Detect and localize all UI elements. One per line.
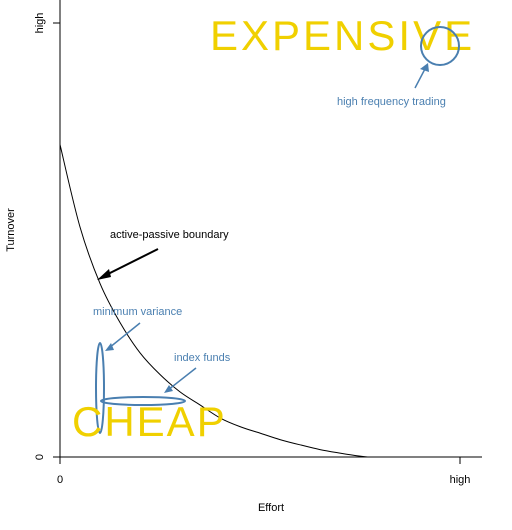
minimum-variance-ellipse [95, 342, 105, 434]
index-funds-arrow [167, 367, 197, 391]
boundary-curve [59, 144, 369, 458]
index-funds-label: index funds [174, 352, 231, 364]
high-frequency-trading-arrowhead [420, 63, 429, 72]
minimum-variance-arrow [108, 322, 141, 349]
expensive-label: EXPENSIVE [210, 12, 475, 59]
minimum-variance-arrowhead [105, 343, 114, 351]
y-tick-label-zero: 0 [34, 454, 46, 460]
minimum-variance-label: minimum variance [93, 306, 182, 318]
index-funds-arrowhead [164, 385, 173, 393]
x-tick-label-zero: 0 [57, 474, 63, 486]
active-passive-boundary-arrow [103, 248, 159, 277]
high-frequency-trading-label: high frequency trading [337, 96, 446, 108]
active-passive-boundary-label: active-passive boundary [110, 229, 229, 241]
high-frequency-trading-circle [420, 26, 460, 66]
index-funds-ellipse [100, 396, 186, 406]
high-frequency-trading-arrow [414, 66, 427, 89]
y-tick-label-high: high [34, 13, 46, 34]
x-axis-title: Effort [258, 502, 284, 514]
cheap-label: CHEAP [72, 398, 227, 445]
x-tick-label-high: high [450, 474, 471, 486]
y-axis-title: Turnover [5, 208, 17, 252]
active-passive-boundary-arrowhead [97, 269, 111, 280]
